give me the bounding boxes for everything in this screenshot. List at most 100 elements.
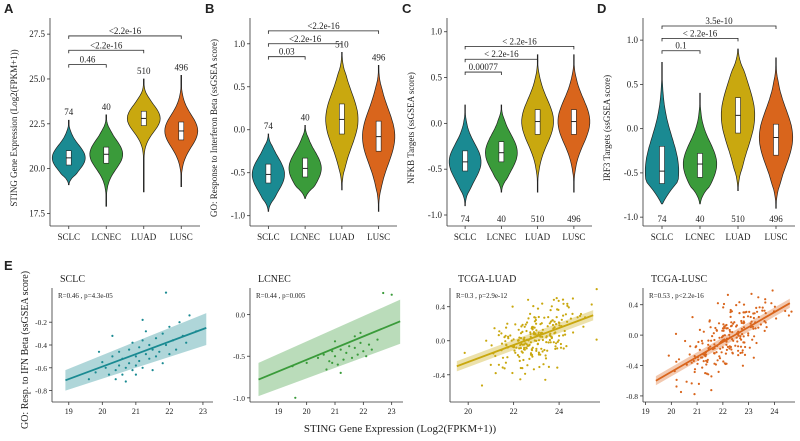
data-point (107, 373, 111, 376)
y-tick-label: 1.0 (431, 27, 443, 37)
data-point (168, 353, 171, 356)
comparison-pvalue: 3.5e-10 (705, 16, 733, 26)
data-point (717, 322, 721, 325)
data-point (528, 357, 531, 360)
comparison-bracket (68, 35, 182, 39)
data-point (353, 335, 356, 338)
data-point (463, 351, 466, 354)
data-point (518, 359, 521, 362)
data-point (557, 339, 560, 342)
data-point (764, 298, 767, 301)
data-point (707, 343, 710, 346)
data-point (698, 348, 701, 351)
comparison-bracket (267, 30, 380, 34)
data-point (716, 302, 720, 305)
data-point (750, 320, 753, 323)
comparison-bracket (267, 43, 343, 47)
data-point (675, 378, 678, 381)
data-point (710, 389, 713, 392)
y-tick-label: 25.0 (29, 74, 45, 84)
data-point (684, 339, 687, 343)
correlation-stat: R=0.53 , p<2.2e-16 (649, 292, 704, 300)
data-point (500, 342, 504, 345)
data-point (706, 358, 709, 361)
data-point (537, 339, 541, 342)
data-point (114, 378, 117, 381)
data-point (742, 303, 746, 306)
data-point (753, 335, 756, 338)
data-point (728, 333, 731, 336)
y-tick-label: 0.5 (627, 79, 639, 89)
data-point (480, 384, 484, 387)
data-point (532, 305, 535, 308)
comparison-bracket (661, 25, 777, 29)
data-point (747, 332, 750, 335)
data-point (498, 330, 501, 333)
data-point (161, 332, 164, 335)
y-tick-label: -0.5 (428, 164, 443, 174)
scatter-title: TCGA-LUSC (651, 274, 707, 285)
data-point (494, 372, 497, 375)
data-point (503, 367, 506, 370)
data-point (548, 338, 552, 342)
data-point (493, 327, 496, 330)
data-point (739, 351, 742, 355)
data-point (540, 347, 543, 350)
data-point (712, 332, 715, 335)
data-point (114, 369, 117, 372)
data-point (737, 345, 740, 348)
data-point (729, 345, 733, 349)
data-point (741, 333, 744, 336)
data-point (736, 340, 739, 343)
data-point (572, 331, 575, 334)
data-point (97, 350, 101, 353)
y-tick-label: 1.0 (627, 35, 639, 45)
data-point (722, 302, 726, 306)
comparison-pvalue: <2.2e-16 (90, 40, 123, 50)
data-point (532, 368, 536, 371)
data-point (790, 310, 793, 313)
data-point (733, 321, 736, 324)
data-point (697, 382, 701, 385)
y-tick-label: -1.0 (428, 210, 443, 220)
data-point (178, 321, 181, 324)
data-point (523, 348, 526, 351)
data-point (562, 302, 565, 305)
data-point (702, 330, 705, 333)
x-tick-label-sclc: SCLC (651, 232, 674, 242)
data-point (739, 335, 742, 338)
data-point (128, 348, 131, 351)
data-point (521, 330, 524, 333)
scatter-title: TCGA-LUAD (458, 274, 516, 285)
data-point (506, 322, 509, 325)
data-point (559, 342, 563, 346)
x-tick-label-luad: LUAD (131, 232, 156, 242)
violin-luad (126, 78, 161, 193)
comparison-bracket (464, 58, 539, 63)
data-point (504, 334, 507, 337)
data-point (713, 343, 716, 346)
data-point (728, 328, 731, 332)
shared-xlabel-e: STING Gene Expression (Log2(FPKM+1)) (304, 423, 497, 435)
data-point (693, 393, 696, 396)
data-point (722, 360, 725, 363)
data-point (719, 347, 722, 350)
x-tick-label-lusc: LUSC (764, 232, 787, 242)
data-point (325, 368, 328, 371)
data-point (509, 334, 512, 337)
data-point (566, 304, 569, 307)
data-point (698, 328, 702, 331)
data-point (516, 339, 520, 342)
data-point (161, 362, 164, 365)
data-point (569, 317, 573, 320)
data-point (328, 360, 331, 363)
data-point (735, 336, 738, 339)
data-point (735, 304, 738, 307)
regression-line (258, 320, 401, 381)
data-point (535, 322, 538, 325)
data-point (677, 358, 681, 361)
data-point (535, 349, 538, 352)
data-point (738, 312, 741, 315)
data-point (511, 371, 514, 375)
violin-panel-c: -1.0 -0.5 0.0 0.5 1.0 NFKB Targets (ssGSEA sc… (406, 18, 592, 242)
